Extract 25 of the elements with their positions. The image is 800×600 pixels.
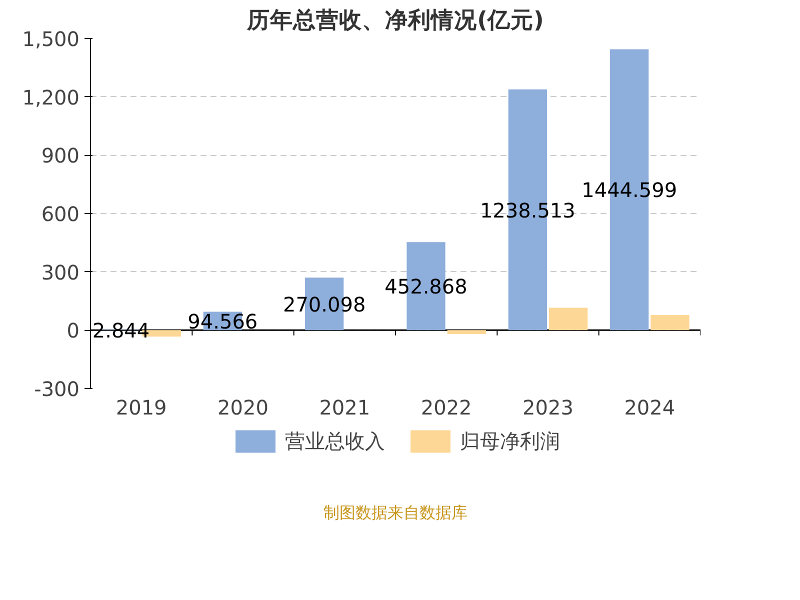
x-tick-label: 2021 [319, 396, 370, 420]
data-label: 1238.513 [480, 198, 576, 222]
bar [447, 330, 486, 334]
bar [650, 315, 690, 330]
legend-label: 营业总收入 [285, 428, 385, 454]
data-label: 94.566 [188, 309, 258, 334]
y-tick-label: 0 [66, 318, 80, 343]
y-tick-label: 1,500 [22, 27, 80, 51]
chart-title: 历年总营收、净利情况(亿元) [246, 8, 544, 34]
text: 制图数据来自数据库 [324, 503, 468, 522]
x-tick-label: 2023 [522, 396, 574, 420]
legend-label: 归母净利润 [460, 428, 560, 454]
data-label: 270.098 [282, 292, 366, 316]
y-tick-label: 1,200 [22, 85, 80, 110]
data-label: 452.868 [384, 274, 468, 299]
x-tick-label: 2022 [420, 396, 472, 420]
x-tick-label: 2020 [218, 396, 268, 420]
y-tick-label: -300 [34, 377, 80, 401]
y-tick-label: 900 [41, 144, 80, 168]
data-label: 1444.599 [582, 178, 678, 202]
y-tick-label: 300 [41, 260, 80, 284]
y-tick-label: 600 [41, 202, 80, 226]
x-tick-label: 2019 [116, 396, 167, 420]
x-tick-label: 2024 [624, 396, 676, 420]
bar [549, 308, 588, 330]
